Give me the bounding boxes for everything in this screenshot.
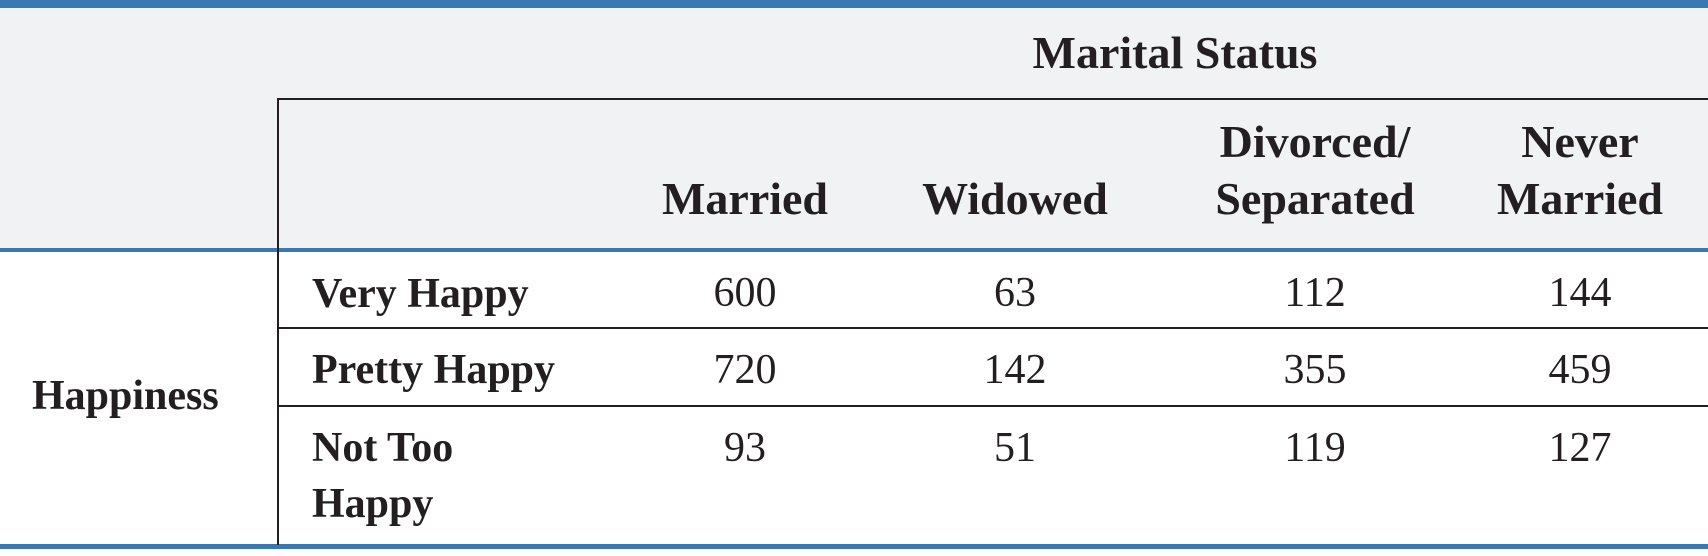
top-rule — [0, 0, 1708, 8]
row-divider — [277, 327, 1708, 329]
column-header-divorced-line2: Separated — [1215, 173, 1415, 224]
row-label-pretty-happy: Pretty Happy — [312, 347, 556, 393]
table-cell: 127 — [1548, 425, 1612, 471]
table-cell: 142 — [983, 347, 1047, 393]
table-cell: 63 — [994, 270, 1036, 316]
table-cell: 93 — [724, 425, 766, 471]
column-header-married: Married — [661, 173, 829, 224]
row-label-not-too-happy-line1: Not Too — [312, 425, 454, 471]
table-cell: 355 — [1283, 347, 1347, 393]
table-cell: 144 — [1548, 270, 1612, 316]
table-cell: 720 — [713, 347, 777, 393]
column-header-never-line2: Married — [1496, 173, 1664, 224]
bottom-rule — [0, 544, 1708, 549]
table-cell: 51 — [994, 425, 1036, 471]
column-header-divorced-line1: Divorced/ — [1219, 116, 1411, 167]
table-cell: 119 — [1284, 425, 1346, 471]
column-group-title: Marital Status — [1032, 27, 1318, 78]
column-header-never-line1: Never — [1521, 116, 1639, 167]
table-cell: 459 — [1548, 347, 1612, 393]
row-label-not-too-happy-line2: Happy — [312, 481, 434, 527]
column-group-rule — [277, 98, 1708, 100]
row-label-very-happy: Very Happy — [312, 271, 529, 317]
header-rule — [0, 248, 1708, 252]
row-label-divider — [277, 98, 279, 545]
column-header-widowed: Widowed — [922, 173, 1108, 224]
row-group-label: Happiness — [32, 373, 219, 419]
table-cell: 600 — [713, 270, 777, 316]
header-background — [0, 8, 1708, 248]
table-cell: 112 — [1284, 270, 1346, 316]
row-divider — [277, 405, 1708, 407]
